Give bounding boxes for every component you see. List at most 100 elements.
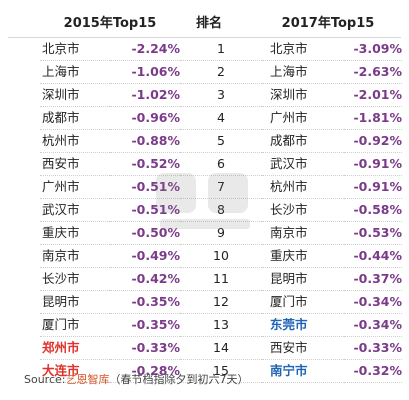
value-2017: -2.63% xyxy=(344,60,402,84)
value-2015: -0.28% xyxy=(110,359,180,383)
city-2017: 厦门市 xyxy=(262,290,344,314)
value-2015: -0.33% xyxy=(110,336,180,360)
table-row: 重庆市 -0.50% 9 南京市 -0.53% xyxy=(40,221,402,245)
city-2015: 郑州市 xyxy=(40,336,110,360)
eguo-logo-watermark xyxy=(156,173,250,229)
city-2017: 重庆市 xyxy=(262,244,344,268)
rank-number: 2 xyxy=(180,60,262,84)
city-2017: 昆明市 xyxy=(262,267,344,291)
rank-number: 11 xyxy=(180,267,262,291)
city-2015: 长沙市 xyxy=(40,267,110,291)
city-2015: 大连市 xyxy=(40,359,110,383)
value-2017: -0.91% xyxy=(344,175,402,199)
value-2017: -0.91% xyxy=(344,152,402,176)
value-2015: -0.42% xyxy=(110,267,180,291)
rank-number: 8 xyxy=(180,198,262,222)
value-2015: -0.51% xyxy=(110,175,180,199)
city-2017: 武汉市 xyxy=(262,152,344,176)
value-2017: -0.32% xyxy=(344,359,402,383)
rank-number: 4 xyxy=(180,106,262,130)
rank-number: 10 xyxy=(180,244,262,268)
city-2015: 广州市 xyxy=(40,175,110,199)
table-row: 大连市 -0.28% 15 南宁市 -0.32% xyxy=(40,359,402,383)
city-2017: 北京市 xyxy=(262,38,344,61)
city-2017: 南京市 xyxy=(262,221,344,245)
header-rank: 排名 xyxy=(195,16,222,31)
value-2015: -0.49% xyxy=(110,244,180,268)
table-row: 武汉市-0.51%8长沙市-0.58% xyxy=(40,198,402,222)
table-row: 昆明市 -0.35% 12 厦门市 -0.34% xyxy=(40,290,402,314)
value-2015: -2.24% xyxy=(110,38,180,61)
table-row: 厦门市 -0.35% 13 东莞市 -0.34% xyxy=(40,313,402,337)
city-2017: 成都市 xyxy=(262,129,344,153)
value-2017: -0.33% xyxy=(344,336,402,360)
city-2015: 西安市 xyxy=(40,152,110,176)
value-2015: -0.88% xyxy=(110,129,180,153)
city-2017: 上海市 xyxy=(262,60,344,84)
table-row: 西安市 -0.52% 6 武汉市 -0.91% xyxy=(40,152,402,176)
source-note-text: （春节档指除夕到初六7天） xyxy=(109,373,249,386)
value-2017: -3.09% xyxy=(344,38,402,61)
rank-number: 5 xyxy=(180,129,262,153)
city-2015: 成都市 xyxy=(40,106,110,130)
value-2017: -2.01% xyxy=(344,83,402,107)
table-row: 广州市-0.51%7杭州市-0.91% xyxy=(40,175,402,199)
value-2017: -0.37% xyxy=(344,267,402,291)
rank-number: 14 xyxy=(180,336,262,360)
header-2017-top15: 2017年Top15 xyxy=(281,16,375,31)
city-2015: 厦门市 xyxy=(40,313,110,337)
table-row: 南京市 -0.49% 10 重庆市 -0.44% xyxy=(40,244,402,268)
city-2015: 重庆市 xyxy=(40,221,110,245)
source-note: Source:艺恩智库（春节档指除夕到初六7天） xyxy=(24,371,249,387)
city-2015: 南京市 xyxy=(40,244,110,268)
table-row: 郑州市 -0.33% 14 西安市 -0.33% xyxy=(40,336,402,360)
rank-number: 15 xyxy=(180,359,262,383)
value-2017: -0.44% xyxy=(344,244,402,268)
city-2015: 杭州市 xyxy=(40,129,110,153)
source-prefix: Source: xyxy=(24,373,66,386)
rank-number: 9 xyxy=(180,221,262,245)
city-2017: 西安市 xyxy=(262,336,344,360)
value-2017: -1.81% xyxy=(344,106,402,130)
value-2017: -0.34% xyxy=(344,290,402,314)
value-2015: -1.06% xyxy=(110,60,180,84)
header-divider xyxy=(8,37,401,38)
header-2015-top15: 2015年Top15 xyxy=(63,16,157,31)
source-brand: 艺恩智库 xyxy=(65,373,110,386)
value-2017: -0.92% xyxy=(344,129,402,153)
city-2015: 北京市 xyxy=(40,38,110,61)
value-2017: -0.58% xyxy=(344,198,402,222)
table-row: 深圳市 -1.02% 3 深圳市 -2.01% xyxy=(40,83,402,107)
rank-number: 7 xyxy=(180,175,262,199)
table-row: 北京市 -2.24% 1 北京市 -3.09% xyxy=(40,38,402,61)
rank-number: 6 xyxy=(180,152,262,176)
table-row: 上海市 -1.06% 2 上海市 -2.63% xyxy=(40,60,402,84)
rank-number: 1 xyxy=(180,38,262,61)
value-2015: -0.52% xyxy=(110,152,180,176)
table-row: 长沙市 -0.42% 11 昆明市 -0.37% xyxy=(40,267,402,291)
city-2017: 深圳市 xyxy=(262,83,344,107)
value-2015: -0.51% xyxy=(110,198,180,222)
value-2015: -0.50% xyxy=(110,221,180,245)
rank-number: 3 xyxy=(180,83,262,107)
city-2017: 东莞市 xyxy=(262,313,344,337)
city-2015: 昆明市 xyxy=(40,290,110,314)
value-2015: -0.35% xyxy=(110,313,180,337)
city-2017: 杭州市 xyxy=(262,175,344,199)
value-2015: -0.96% xyxy=(110,106,180,130)
city-2015: 武汉市 xyxy=(40,198,110,222)
table-row: 杭州市 -0.88% 5 成都市 -0.92% xyxy=(40,129,402,153)
city-2017: 广州市 xyxy=(262,106,344,130)
city-2015: 上海市 xyxy=(40,60,110,84)
value-2015: -1.02% xyxy=(110,83,180,107)
value-2017: -0.53% xyxy=(344,221,402,245)
value-2015: -0.35% xyxy=(110,290,180,314)
rank-number: 12 xyxy=(180,290,262,314)
table-row: 成都市 -0.96% 4 广州市 -1.81% xyxy=(40,106,402,130)
city-2017: 南宁市 xyxy=(262,359,344,383)
city-2017: 长沙市 xyxy=(262,198,344,222)
rank-number: 13 xyxy=(180,313,262,337)
city-2015: 深圳市 xyxy=(40,83,110,107)
ranking-table: 北京市 -2.24% 1 北京市 -3.09% 上海市 -1.06% 2 上海市 -2.63% 深圳… xyxy=(40,38,402,383)
